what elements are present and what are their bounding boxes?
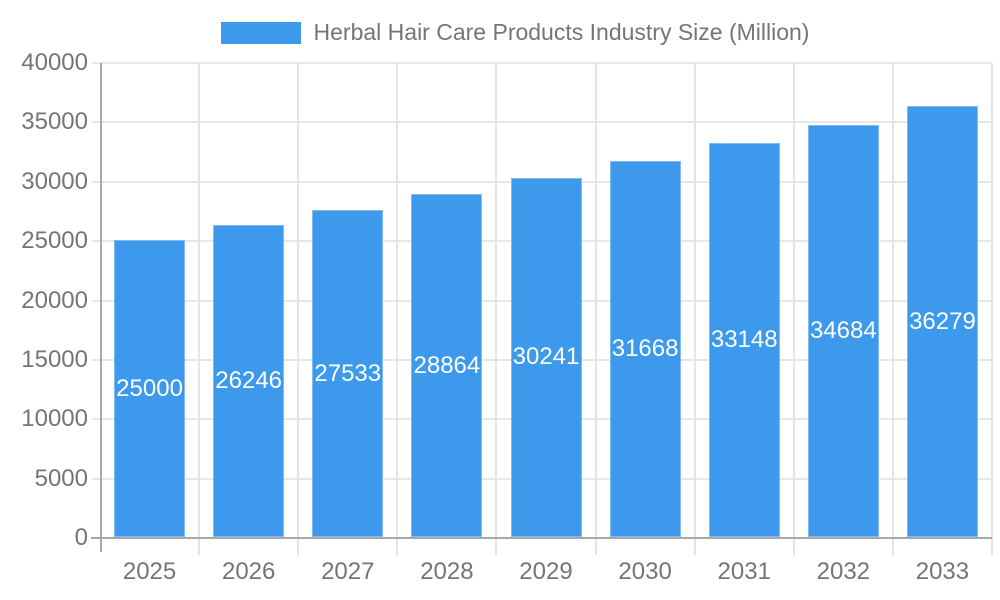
bar-value-label: 31668 bbox=[611, 334, 679, 362]
gridline-vertical bbox=[991, 63, 993, 555]
x-axis-tick-label: 2031 bbox=[717, 558, 771, 585]
legend-label: Herbal Hair Care Products Industry Size … bbox=[313, 19, 810, 45]
x-axis-tick-label: 2025 bbox=[122, 558, 177, 585]
y-axis-tick-label: 20000 bbox=[21, 286, 88, 314]
y-axis-tick-label: 30000 bbox=[21, 167, 88, 195]
x-axis-tick-label: 2026 bbox=[221, 558, 276, 585]
gridline-horizontal bbox=[92, 121, 992, 124]
x-axis-tick-label: 2033 bbox=[915, 558, 970, 585]
bar-value-label: 36279 bbox=[909, 307, 976, 335]
bar-2030[interactable]: 31668 bbox=[609, 160, 681, 537]
bar-value-label: 26246 bbox=[215, 367, 283, 395]
legend-swatch-icon bbox=[220, 21, 301, 44]
y-axis-tick-label: 25000 bbox=[21, 227, 88, 255]
gridline-horizontal bbox=[92, 62, 992, 64]
gridline-vertical bbox=[198, 63, 201, 555]
y-axis-tick-label: 15000 bbox=[21, 345, 88, 373]
bar-2025[interactable]: 25000 bbox=[114, 240, 186, 537]
bar-value-label: 30241 bbox=[512, 343, 580, 371]
bar-value-label: 34684 bbox=[809, 317, 877, 345]
x-axis-line bbox=[91, 537, 992, 539]
bar-value-label: 28864 bbox=[413, 351, 481, 379]
y-axis-line bbox=[100, 63, 102, 552]
bar-2028[interactable]: 28864 bbox=[411, 194, 483, 537]
x-axis-tick-label: 2028 bbox=[420, 558, 474, 585]
bar-2031[interactable]: 33148 bbox=[708, 143, 780, 537]
y-axis-tick-label: 40000 bbox=[21, 49, 88, 76]
gridline-vertical bbox=[891, 63, 894, 555]
x-axis-tick-label: 2027 bbox=[321, 558, 375, 585]
gridline-vertical bbox=[693, 63, 696, 555]
gridline-vertical bbox=[594, 63, 597, 555]
bar-2027[interactable]: 27533 bbox=[312, 210, 384, 537]
x-axis-tick-label: 2032 bbox=[816, 558, 871, 585]
bar-2033[interactable]: 36279 bbox=[906, 106, 978, 537]
plot-area: 25000 26246 27533 28864 30241 31668 33148 34684… bbox=[91, 62, 993, 555]
y-axis-tick-label: 35000 bbox=[21, 108, 88, 136]
y-axis-tick-label: 0 bbox=[74, 524, 88, 551]
bar-value-label: 25000 bbox=[116, 374, 183, 402]
gridline-vertical bbox=[396, 63, 399, 555]
bar-value-label: 33148 bbox=[710, 326, 778, 354]
y-axis-tick-label: 10000 bbox=[21, 405, 88, 433]
bar-2029[interactable]: 30241 bbox=[510, 177, 582, 537]
bar-2032[interactable]: 34684 bbox=[807, 125, 879, 537]
gridline-vertical bbox=[297, 63, 300, 555]
legend-item[interactable]: Herbal Hair Care Products Industry Size … bbox=[0, 19, 1000, 46]
y-axis-tick-label: 5000 bbox=[34, 464, 88, 492]
bar-2026[interactable]: 26246 bbox=[213, 225, 285, 537]
gridline-vertical bbox=[495, 63, 498, 555]
x-axis-tick-label: 2030 bbox=[618, 558, 672, 585]
x-axis-tick-label: 2029 bbox=[519, 558, 573, 585]
bar-value-label: 27533 bbox=[314, 359, 382, 387]
gridline-vertical bbox=[792, 63, 795, 555]
